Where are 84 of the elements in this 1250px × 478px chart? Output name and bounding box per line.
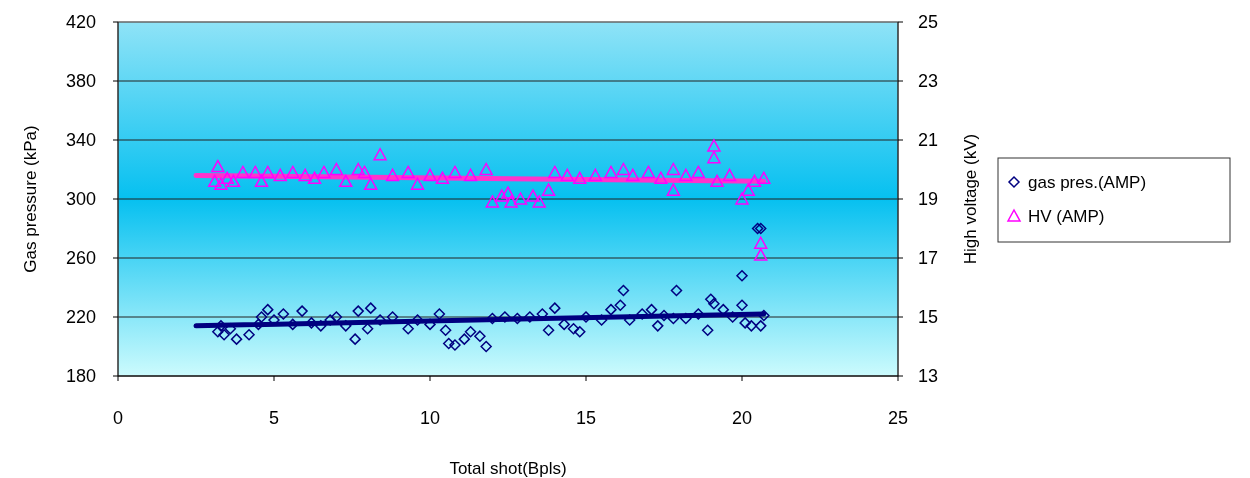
point (307, 171, 322, 185)
point (236, 165, 250, 179)
point (273, 168, 287, 182)
x-tick-label: 10 (419, 408, 441, 428)
y2-tick-label: 13 (918, 366, 939, 386)
y-tick-label: 220 (65, 307, 96, 327)
point (485, 195, 500, 208)
y2-tick-label: 15 (918, 307, 939, 327)
y-tick-label: 420 (65, 12, 96, 32)
point (641, 165, 656, 179)
point (757, 171, 771, 185)
y-tick-label: 380 (65, 71, 96, 91)
point (351, 162, 365, 176)
point (329, 162, 344, 176)
point (501, 186, 515, 199)
x-tick-label: 15 (575, 408, 597, 428)
point (513, 192, 528, 205)
x-tick-label: 25 (887, 408, 909, 428)
point (573, 171, 587, 185)
point (261, 165, 275, 179)
y-axis-title: Gas pressure (kPa) (21, 125, 40, 273)
point (616, 162, 631, 176)
point (588, 168, 603, 182)
point (479, 162, 493, 176)
point (526, 189, 540, 202)
point (285, 165, 300, 179)
point (707, 150, 721, 164)
point (707, 139, 721, 152)
point (226, 174, 241, 188)
point (753, 248, 768, 261)
point (363, 177, 378, 190)
point (626, 168, 640, 182)
point (448, 165, 462, 179)
point (604, 165, 618, 179)
point (541, 183, 556, 196)
y2-tick-label: 25 (918, 12, 939, 32)
point (385, 168, 400, 182)
x-tick-label: 20 (731, 408, 753, 428)
point (435, 171, 450, 185)
point (691, 165, 706, 179)
y2-tick-label: 23 (918, 71, 939, 91)
point (373, 148, 387, 161)
point (339, 174, 353, 188)
point (248, 165, 263, 179)
x-axis-title: Total shot(Bpls) (449, 459, 567, 478)
point (357, 165, 372, 179)
x-tick-label: 5 (268, 408, 280, 428)
y-tick-label: 260 (65, 248, 96, 268)
point (423, 168, 437, 182)
legend-label: HV (AMP) (1028, 207, 1105, 226)
point (548, 165, 562, 179)
point (401, 165, 415, 179)
point (495, 189, 509, 202)
point (666, 162, 681, 176)
point (317, 165, 331, 179)
y-tick-label: 340 (65, 130, 96, 150)
point (298, 168, 312, 182)
point (654, 171, 668, 185)
x-tick-label: 0 (112, 408, 124, 428)
point (747, 174, 762, 188)
point (463, 168, 478, 182)
legend-label: gas pres.(AMP) (1028, 173, 1147, 192)
point (504, 195, 518, 208)
y2-axis-title: High voltage (kV) (961, 133, 980, 265)
y-tick-label: 180 (65, 366, 96, 386)
point (214, 177, 228, 190)
point (207, 174, 222, 188)
point (220, 171, 234, 185)
point (679, 168, 693, 182)
y2-tick-label: 17 (918, 248, 939, 268)
y2-tick-label: 21 (918, 130, 939, 150)
point (532, 195, 546, 208)
point (410, 177, 425, 190)
point (560, 168, 575, 182)
point (666, 183, 681, 196)
point (710, 174, 724, 188)
point (753, 236, 768, 249)
point (211, 159, 225, 173)
point (722, 168, 737, 182)
point (254, 174, 269, 188)
y-tick-label: 300 (65, 189, 96, 209)
point (741, 183, 755, 196)
y2-tick-label: 19 (918, 189, 939, 209)
point (735, 192, 749, 205)
